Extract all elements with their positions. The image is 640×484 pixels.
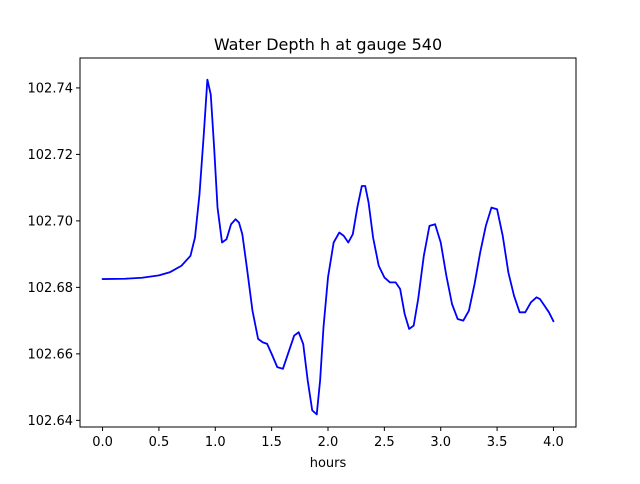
y-tick-label: 102.66 (28, 347, 74, 362)
x-tick-label: 0.0 (92, 435, 113, 450)
axes: 0.0 0.5 1.0 1.5 2.0 2.5 3.0 3.5 4.0 102.64 102.66 1… (28, 57, 577, 450)
x-tick-label: 0.5 (149, 435, 170, 450)
plot-area (101, 78, 555, 416)
x-tick-label: 4.0 (543, 435, 564, 450)
y-tick-label: 102.72 (28, 148, 74, 163)
x-tick-label: 1.5 (261, 435, 282, 450)
y-tick-label: 102.70 (28, 214, 74, 229)
x-tick-label: 3.0 (430, 435, 451, 450)
x-tick-label: 2.0 (318, 435, 339, 450)
x-tick-label: 2.5 (374, 435, 395, 450)
y-tick-label: 102.64 (28, 414, 74, 429)
x-tick-label: 1.0 (205, 435, 226, 450)
series-line-0 (101, 78, 555, 416)
x-tick-label: 3.5 (487, 435, 508, 450)
chart-title: Water Depth h at gauge 540 (214, 35, 442, 54)
x-axis-label: hours (310, 456, 347, 471)
y-tick-label: 102.68 (28, 281, 74, 296)
y-tick-label: 102.74 (28, 81, 74, 96)
